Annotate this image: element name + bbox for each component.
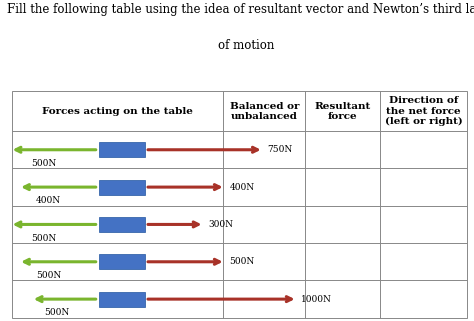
- Text: Resultant
force: Resultant force: [315, 101, 371, 121]
- Text: 500N: 500N: [31, 234, 56, 243]
- Text: 500N: 500N: [44, 308, 69, 317]
- Text: Balanced or
unbalanced: Balanced or unbalanced: [229, 101, 299, 121]
- Text: of motion: of motion: [219, 39, 274, 51]
- Text: 1000N: 1000N: [301, 295, 332, 304]
- Text: 500N: 500N: [31, 159, 56, 168]
- Text: 750N: 750N: [267, 145, 292, 154]
- Text: Fill the following table using the idea of resultant vector and Newton’s third l: Fill the following table using the idea …: [7, 3, 474, 16]
- Text: Forces acting on the table: Forces acting on the table: [42, 107, 193, 116]
- Text: 400N: 400N: [36, 196, 61, 205]
- Text: 500N: 500N: [36, 271, 61, 280]
- Bar: [12, 91, 467, 318]
- Text: Direction of
the net force
(left or right): Direction of the net force (left or righ…: [385, 96, 463, 126]
- Text: 400N: 400N: [229, 183, 255, 192]
- Bar: [99, 254, 145, 269]
- Text: 500N: 500N: [229, 257, 255, 266]
- Text: 300N: 300N: [208, 220, 233, 229]
- Bar: [99, 217, 145, 232]
- Bar: [99, 180, 145, 195]
- Bar: [99, 292, 145, 307]
- Bar: [99, 142, 145, 157]
